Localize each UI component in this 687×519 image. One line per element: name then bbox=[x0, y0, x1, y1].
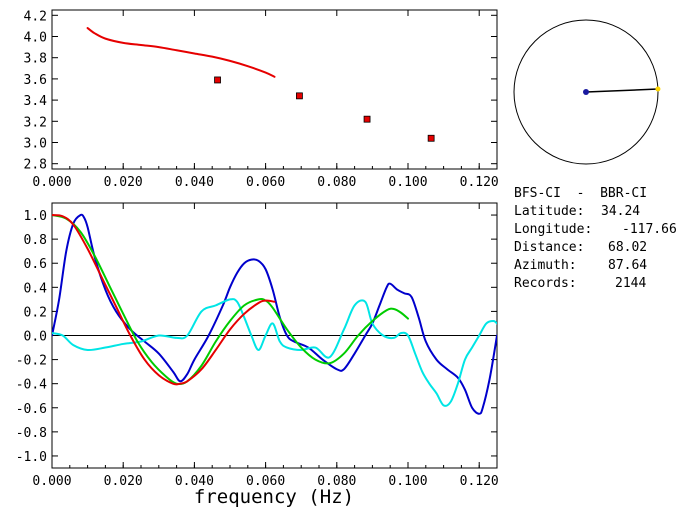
top-x-tick-label: 0.060 bbox=[246, 175, 285, 190]
bottom-series-line-2 bbox=[52, 214, 409, 386]
top-x-tick-label: 0.020 bbox=[104, 175, 143, 190]
info-value-records: 2144 bbox=[615, 276, 647, 291]
info-label-longitude: Longitude: bbox=[514, 222, 593, 237]
top-data-marker bbox=[363, 115, 371, 123]
top-y-tick-label: 3.0 bbox=[24, 137, 47, 152]
bottom-y-tick-label: 0.4 bbox=[24, 281, 48, 296]
top-frame bbox=[51, 9, 498, 170]
top-x-tick-label: 0.040 bbox=[175, 175, 214, 190]
top-y-tick-label: 3.8 bbox=[24, 52, 47, 67]
azimuth-line bbox=[585, 88, 658, 93]
bottom-y-tick-label: 0.6 bbox=[24, 257, 47, 272]
bottom-x-tick-label: 0.020 bbox=[104, 474, 143, 489]
velocity-chart: 0.000 0.020 0.040 0.060 0.080 0.100 0.120 2.8 3.… bbox=[24, 9, 499, 190]
bottom-x-tick-label: 0.100 bbox=[388, 474, 427, 489]
bottom-y-tick-label: 0.8 bbox=[24, 233, 47, 248]
top-x-tick-label: 0.000 bbox=[32, 175, 71, 190]
top-data-marker bbox=[427, 134, 435, 142]
bottom-x-tick-label: 0.080 bbox=[317, 474, 356, 489]
target-marker bbox=[655, 86, 661, 92]
top-x-tick-label: 0.080 bbox=[317, 175, 356, 190]
correlation-chart: 0.000 0.020 0.040 0.060 0.080 0.100 0.120 1.0 0.… bbox=[16, 202, 499, 489]
bottom-y-tick-label: 0.2 bbox=[24, 305, 47, 320]
info-label-records: Records: bbox=[514, 276, 577, 291]
info-value-latitude: 34.24 bbox=[601, 204, 641, 219]
info-value-longitude: -117.66 bbox=[622, 222, 677, 237]
x-axis-label: frequency (Hz) bbox=[194, 486, 354, 508]
info-label-latitude: Latitude: bbox=[514, 204, 585, 219]
top-y-tick-label: 4.2 bbox=[24, 9, 47, 24]
bottom-y-tick-label: -0.2 bbox=[16, 354, 47, 369]
top-y-tick-label: 3.6 bbox=[24, 73, 47, 88]
bottom-x-tick-label: 0.120 bbox=[460, 474, 499, 489]
top-data-marker bbox=[296, 92, 303, 100]
bottom-y-tick-label: 1.0 bbox=[24, 209, 47, 224]
info-value-azimuth: 87.64 bbox=[608, 258, 648, 273]
bottom-x-tick-label: 0.060 bbox=[246, 474, 285, 489]
bottom-y-tick-label: -0.4 bbox=[16, 378, 47, 393]
bottom-series-line-1 bbox=[52, 298, 497, 407]
station-marker bbox=[583, 89, 589, 95]
top-y-tick-label: 2.8 bbox=[24, 158, 47, 173]
top-x-tick-label: 0.100 bbox=[388, 175, 427, 190]
bottom-y-tick-label: -1.0 bbox=[16, 450, 47, 465]
bottom-y-tick-label: 0.0 bbox=[24, 330, 47, 345]
bottom-x-tick-label: 0.040 bbox=[175, 474, 214, 489]
top-y-tick-label: 3.2 bbox=[24, 115, 47, 130]
bottom-y-tick-label: -0.8 bbox=[16, 426, 47, 441]
info-label-distance: Distance: bbox=[514, 240, 585, 255]
azimuth-circle bbox=[513, 19, 659, 165]
bottom-x-tick-label: 0.000 bbox=[32, 474, 71, 489]
bottom-y-tick-label: -0.6 bbox=[16, 402, 47, 417]
azimuth-plot bbox=[513, 19, 661, 165]
top-y-tick-label: 3.4 bbox=[24, 94, 48, 109]
station-pair-title: BFS-CI - BBR-CI bbox=[514, 186, 648, 201]
top-data-marker bbox=[214, 76, 221, 84]
top-x-tick-label: 0.120 bbox=[460, 175, 499, 190]
info-value-distance: 68.02 bbox=[608, 240, 648, 255]
top-y-tick-label: 4.0 bbox=[24, 31, 47, 46]
top-series-line-0 bbox=[86, 27, 276, 78]
bottom-series-line-3 bbox=[52, 214, 276, 386]
info-label-azimuth: Azimuth: bbox=[514, 258, 577, 273]
